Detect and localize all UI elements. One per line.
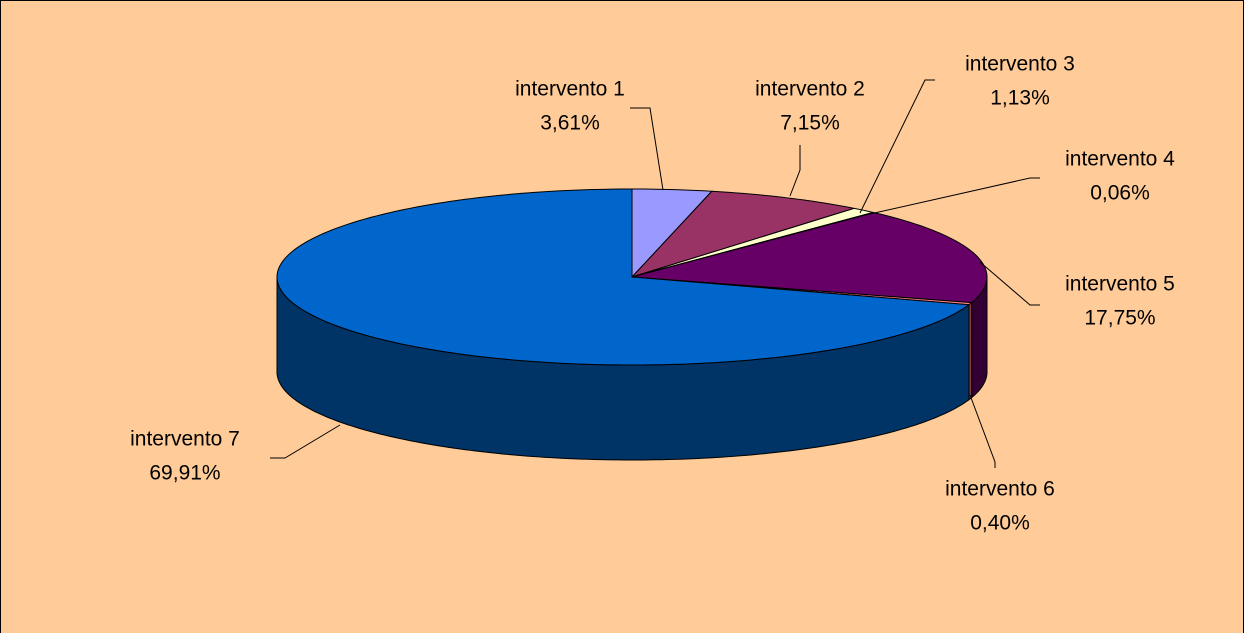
slice-label: intervento 2: [755, 78, 865, 101]
slice: [630, 190, 855, 279]
slice-value-label: 0,06%: [1090, 182, 1150, 205]
leader-line: [270, 424, 341, 459]
slice-label: intervento 4: [1065, 148, 1175, 171]
slice-value-label: 3,61%: [540, 112, 600, 135]
leader-line: [859, 79, 935, 214]
leader-line: [869, 177, 1040, 215]
leader-line: [789, 145, 801, 197]
slice: [631, 212, 988, 304]
slice-label: intervento 5: [1065, 273, 1175, 296]
slice-value-label: 7,15%: [780, 112, 840, 135]
leader-line: [979, 261, 1040, 306]
leader-line: [969, 394, 996, 468]
slice: [276, 188, 971, 366]
slice-value-label: 1,13%: [990, 87, 1050, 110]
slice-label: intervento 1: [515, 78, 625, 101]
slice-label: intervento 6: [945, 478, 1055, 501]
slice-value-label: 17,75%: [1084, 307, 1155, 330]
slice-label: intervento 7: [130, 428, 240, 451]
slice-value-label: 0,40%: [970, 512, 1030, 535]
leader-line: [630, 107, 664, 191]
slice-label: intervento 3: [965, 53, 1075, 76]
slice-value-label: 69,91%: [149, 462, 220, 485]
